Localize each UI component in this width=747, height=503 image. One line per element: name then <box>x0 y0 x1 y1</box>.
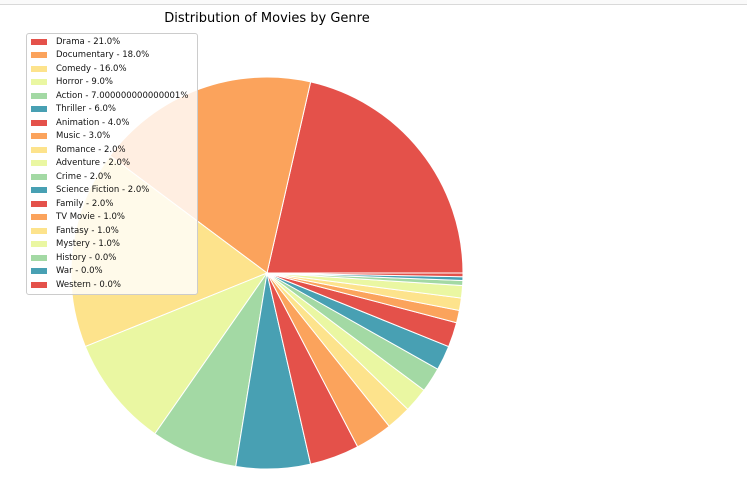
legend-item: Animation - 4.0% <box>27 116 197 130</box>
legend-item: Family - 2.0% <box>27 197 197 211</box>
legend-swatch <box>31 281 47 288</box>
legend-label: History - 0.0% <box>56 252 117 263</box>
legend-item: Horror - 9.0% <box>27 76 197 90</box>
legend-swatch <box>31 79 47 86</box>
legend-label: Animation - 4.0% <box>56 117 130 128</box>
pie-slice-drama <box>266 81 464 274</box>
legend-item: TV Movie - 1.0% <box>27 211 197 225</box>
legend-item: War - 0.0% <box>27 265 197 279</box>
legend-swatch <box>31 119 47 126</box>
legend-label: Adventure - 2.0% <box>56 158 131 169</box>
legend-label: Romance - 2.0% <box>56 144 126 155</box>
legend-swatch <box>31 227 47 234</box>
legend-item: Romance - 2.0% <box>27 143 197 157</box>
chart-title: Distribution of Movies by Genre <box>164 11 370 26</box>
legend-label: Action - 7.000000000000001% <box>56 90 189 101</box>
legend-label: Music - 3.0% <box>56 131 111 142</box>
pie-slice-horror <box>84 271 269 435</box>
legend-label: Mystery - 1.0% <box>56 239 120 250</box>
legend-item: Crime - 2.0% <box>27 170 197 184</box>
legend-swatch <box>31 160 47 167</box>
legend-swatch <box>31 254 47 261</box>
legend-swatch <box>31 38 47 45</box>
legend-swatch <box>31 173 47 180</box>
legend-label: Documentary - 18.0% <box>56 50 150 61</box>
legend-label: Fantasy - 1.0% <box>56 225 119 236</box>
legend-item: Adventure - 2.0% <box>27 157 197 171</box>
legend-swatch <box>31 268 47 275</box>
legend-swatch <box>31 214 47 221</box>
legend-swatch <box>31 200 47 207</box>
legend-swatch <box>31 133 47 140</box>
legend-swatch <box>31 65 47 72</box>
legend-swatch <box>31 106 47 113</box>
legend-item: Comedy - 16.0% <box>27 62 197 76</box>
window-top-border <box>0 0 747 5</box>
legend-label: Drama - 21.0% <box>56 36 121 47</box>
legend-swatch <box>31 241 47 248</box>
legend-label: Comedy - 16.0% <box>56 63 127 74</box>
pie-slice-western <box>266 272 464 278</box>
legend-label: Family - 2.0% <box>56 198 114 209</box>
legend-item: Mystery - 1.0% <box>27 238 197 252</box>
legend-label: Thriller - 6.0% <box>56 104 116 115</box>
legend-swatch <box>31 92 47 99</box>
legend-label: Crime - 2.0% <box>56 171 112 182</box>
legend-item: Action - 7.000000000000001% <box>27 89 197 103</box>
legend: Drama - 21.0% Documentary - 18.0% Comedy -… <box>26 33 198 295</box>
legend-item: Documentary - 18.0% <box>27 49 197 63</box>
legend-item: Music - 3.0% <box>27 130 197 144</box>
legend-item: Thriller - 6.0% <box>27 103 197 117</box>
legend-label: Horror - 9.0% <box>56 77 114 88</box>
legend-swatch <box>31 187 47 194</box>
legend-label: Science Fiction - 2.0% <box>56 185 150 196</box>
legend-label: Western - 0.0% <box>56 279 121 290</box>
legend-swatch <box>31 146 47 153</box>
legend-item: Science Fiction - 2.0% <box>27 184 197 198</box>
legend-item: Western - 0.0% <box>27 278 197 292</box>
legend-label: War - 0.0% <box>56 266 103 277</box>
legend-item: History - 0.0% <box>27 251 197 265</box>
legend-label: TV Movie - 1.0% <box>56 212 125 223</box>
legend-swatch <box>31 52 47 59</box>
legend-item: Fantasy - 1.0% <box>27 224 197 238</box>
legend-item: Drama - 21.0% <box>27 35 197 49</box>
